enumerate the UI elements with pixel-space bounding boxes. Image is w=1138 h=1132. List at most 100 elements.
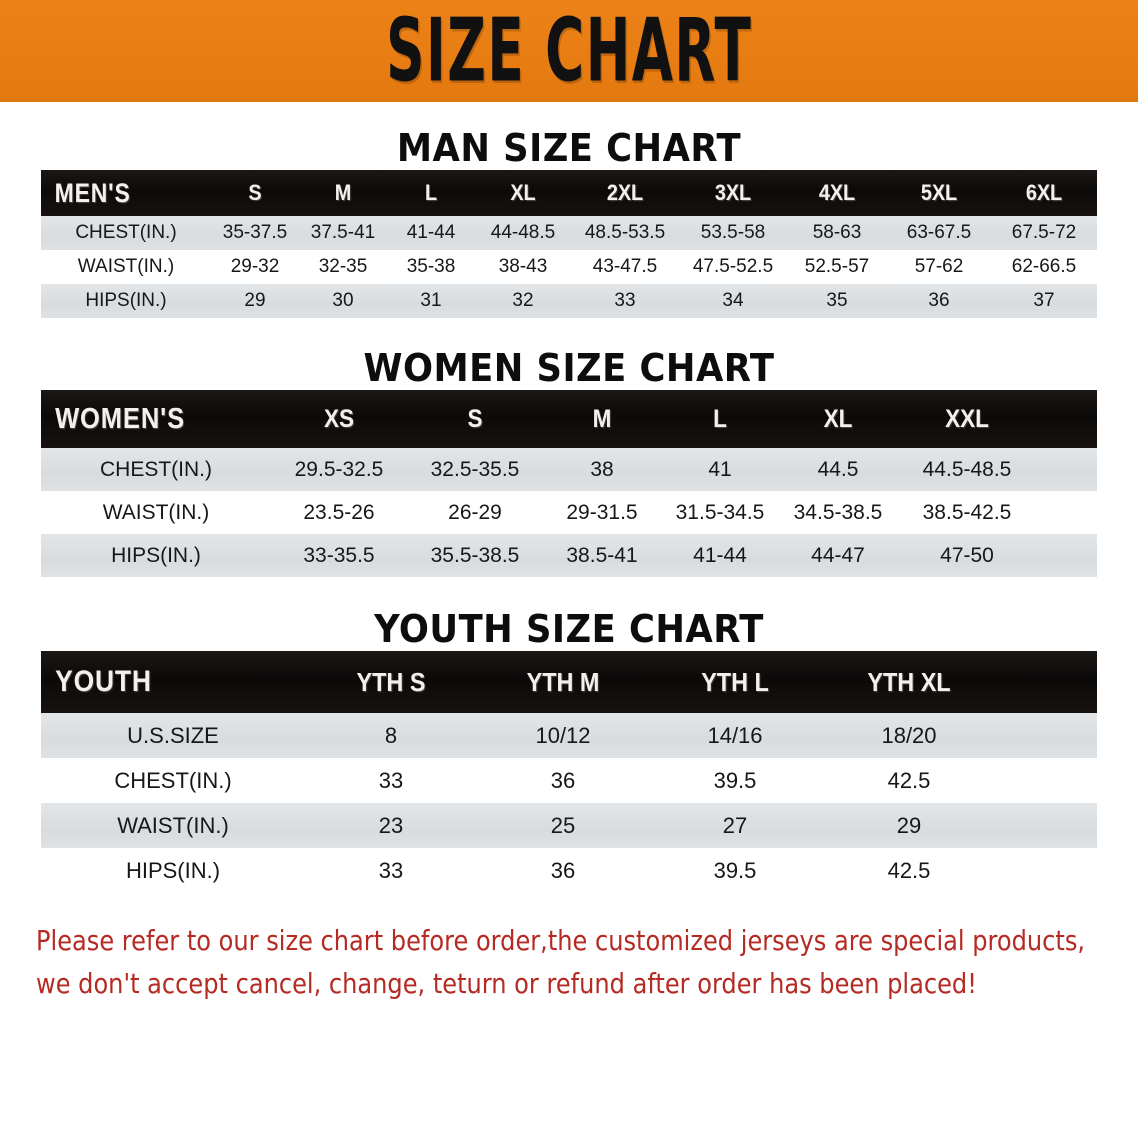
table-cell: 39.5 [649, 848, 821, 893]
youth-section-title: YOUTH SIZE CHART [374, 607, 764, 651]
table-cell: 62-66.5 [991, 250, 1097, 284]
table-cell: 48.5-53.5 [571, 216, 679, 250]
table-row: WAIST(IN.) 23 25 27 29 [41, 803, 1097, 848]
youth-row-label-chest: CHEST(IN.) [41, 758, 305, 803]
table-cell-spacer [1037, 448, 1097, 491]
disclaimer-note: Please refer to our size chart before or… [36, 919, 1085, 1006]
women-col-xs: XS [323, 404, 355, 433]
youth-row-label-hips: HIPS(IN.) [41, 848, 305, 893]
table-cell: 35 [787, 284, 887, 318]
women-col-l: L [713, 404, 727, 433]
table-row: WAIST(IN.) 29-32 32-35 35-38 38-43 43-47… [41, 250, 1097, 284]
table-cell: 43-47.5 [571, 250, 679, 284]
man-chart-wrap: MEN'S S M L XL 2XL 3XL 4XL 5XL 6XL CHEST… [41, 170, 1097, 318]
table-cell-spacer [997, 758, 1097, 803]
table-cell: 25 [477, 803, 649, 848]
man-row-label-waist: WAIST(IN.) [41, 250, 211, 284]
women-row-label-chest: CHEST(IN.) [41, 448, 271, 491]
youth-row-label-waist: WAIST(IN.) [41, 803, 305, 848]
man-col-4xl: 4XL [818, 180, 856, 205]
table-cell: 42.5 [821, 848, 997, 893]
table-cell: 23.5-26 [271, 491, 407, 534]
page-banner: SIZE CHART [0, 0, 1138, 102]
table-cell: 47.5-52.5 [679, 250, 787, 284]
man-col-2xl: 2XL [606, 180, 644, 205]
table-cell: 35-37.5 [211, 216, 299, 250]
table-row: WAIST(IN.) 23.5-26 26-29 29-31.5 31.5-34… [41, 491, 1097, 534]
man-col-5xl: 5XL [920, 180, 958, 205]
table-cell: 35.5-38.5 [407, 534, 543, 577]
table-cell: 36 [887, 284, 991, 318]
table-cell: 26-29 [407, 491, 543, 534]
table-cell: 44.5-48.5 [897, 448, 1037, 491]
women-col-spacer [1040, 390, 1094, 448]
table-row: HIPS(IN.) 29 30 31 32 33 34 35 36 37 [41, 284, 1097, 318]
man-size-table: MEN'S S M L XL 2XL 3XL 4XL 5XL 6XL CHEST… [41, 170, 1097, 318]
table-cell: 33 [305, 848, 477, 893]
table-cell: 63-67.5 [887, 216, 991, 250]
table-cell: 29.5-32.5 [271, 448, 407, 491]
table-cell: 57-62 [887, 250, 991, 284]
table-row: CHEST(IN.) 35-37.5 37.5-41 41-44 44-48.5… [41, 216, 1097, 250]
table-cell: 38.5-42.5 [897, 491, 1037, 534]
table-cell: 41-44 [387, 216, 475, 250]
table-cell: 32 [475, 284, 571, 318]
table-cell-spacer [997, 848, 1097, 893]
disclaimer-line-2: we don't accept cancel, change, teturn o… [36, 967, 977, 1001]
table-cell: 41-44 [661, 534, 779, 577]
table-cell: 32.5-35.5 [407, 448, 543, 491]
table-cell: 23 [305, 803, 477, 848]
table-cell: 29 [211, 284, 299, 318]
man-col-s: S [248, 180, 262, 205]
table-cell: 29 [821, 803, 997, 848]
table-cell: 10/12 [477, 713, 649, 758]
man-col-l: L [424, 180, 438, 205]
table-cell: 39.5 [649, 758, 821, 803]
women-chart-wrap: WOMEN'S XS S M L XL XXL CHEST(IN.) 29.5-… [41, 390, 1097, 577]
youth-row-label-ussize: U.S.SIZE [41, 713, 305, 758]
table-row: CHEST(IN.) 29.5-32.5 32.5-35.5 38 41 44.… [41, 448, 1097, 491]
table-cell: 41 [661, 448, 779, 491]
man-col-m: M [334, 180, 352, 205]
women-row-label-waist: WAIST(IN.) [41, 491, 271, 534]
man-col-6xl: 6XL [1025, 180, 1063, 205]
women-row-label-hips: HIPS(IN.) [41, 534, 271, 577]
table-cell: 52.5-57 [787, 250, 887, 284]
table-cell: 29-31.5 [543, 491, 661, 534]
table-cell: 14/16 [649, 713, 821, 758]
table-cell: 32-35 [299, 250, 387, 284]
table-cell: 53.5-58 [679, 216, 787, 250]
table-cell: 33 [305, 758, 477, 803]
table-cell: 44-48.5 [475, 216, 571, 250]
table-row: CHEST(IN.) 33 36 39.5 42.5 [41, 758, 1097, 803]
youth-size-table: YOUTH YTH S YTH M YTH L YTH XL U.S.SIZE … [41, 651, 1097, 893]
table-cell: 34 [679, 284, 787, 318]
youth-col-spacer [1002, 651, 1092, 713]
women-col-s: S [467, 404, 483, 433]
table-cell: 38 [543, 448, 661, 491]
table-cell: 47-50 [897, 534, 1037, 577]
youth-col-s: YTH S [356, 666, 426, 697]
table-cell: 38-43 [475, 250, 571, 284]
table-cell: 67.5-72 [991, 216, 1097, 250]
women-col-xxl: XXL [945, 404, 989, 433]
women-col-m: M [592, 404, 612, 433]
table-row: HIPS(IN.) 33 36 39.5 42.5 [41, 848, 1097, 893]
table-cell: 31 [387, 284, 475, 318]
youth-col-xl: YTH XL [867, 666, 951, 697]
table-cell: 35-38 [387, 250, 475, 284]
table-cell: 34.5-38.5 [779, 491, 897, 534]
table-cell: 31.5-34.5 [661, 491, 779, 534]
man-corner-label: MEN'S [54, 177, 131, 208]
table-cell: 37.5-41 [299, 216, 387, 250]
man-col-3xl: 3XL [714, 180, 752, 205]
youth-col-m: YTH M [526, 666, 600, 697]
man-section-title: MAN SIZE CHART [396, 126, 742, 170]
man-header-row: MEN'S S M L XL 2XL 3XL 4XL 5XL 6XL [41, 170, 1097, 216]
women-section-title: WOMEN SIZE CHART [363, 346, 775, 390]
table-cell: 33 [571, 284, 679, 318]
youth-corner-label: YOUTH [55, 665, 152, 698]
youth-col-l: YTH L [701, 666, 769, 697]
man-row-label-chest: CHEST(IN.) [41, 216, 211, 250]
table-cell-spacer [1037, 534, 1097, 577]
